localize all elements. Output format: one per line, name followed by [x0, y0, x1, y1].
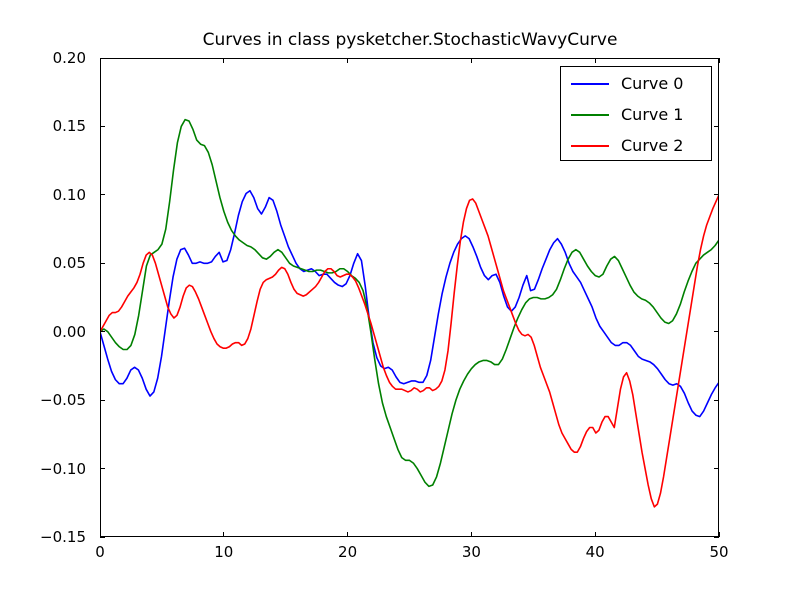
y-axis-tick-mark — [100, 57, 105, 59]
y-axis-tick-mark — [100, 331, 105, 333]
y-axis-tick-mark — [100, 262, 105, 264]
legend-color-swatch — [571, 144, 609, 147]
x-axis-tick-label: 40 — [585, 543, 605, 561]
x-axis-tick-label: 0 — [95, 543, 105, 561]
y-axis-tick-label: 0.20 — [52, 49, 86, 67]
y-axis-tick-mark — [714, 468, 719, 470]
legend-color-swatch — [571, 82, 609, 85]
x-axis-tick-mark — [594, 532, 596, 537]
x-axis-tick-mark — [99, 58, 101, 63]
y-axis-tick-mark — [714, 262, 719, 264]
x-axis-tick-labels: 0 10 20 30 40 50 — [95, 543, 728, 567]
chart-line-curve-2 — [100, 195, 719, 507]
y-axis-tick-label: −0.10 — [40, 459, 86, 478]
y-axis-tick-mark — [714, 194, 719, 196]
y-axis-tick-label: 0.15 — [52, 117, 86, 136]
y-axis-tick-mark — [714, 536, 719, 538]
legend-item: Curve 0 — [561, 68, 711, 99]
y-axis-tick-mark — [100, 125, 105, 127]
x-axis-tick-mark — [470, 58, 472, 63]
plot-lines — [100, 58, 719, 537]
y-axis-tick-mark — [100, 399, 105, 401]
legend-item-label: Curve 2 — [621, 136, 684, 155]
x-axis-tick-mark — [470, 532, 472, 537]
y-axis-tick-mark — [714, 331, 719, 333]
x-axis-tick-mark — [718, 58, 720, 63]
x-axis-tick-mark — [347, 58, 349, 63]
legend-color-swatch — [571, 113, 609, 116]
y-axis-tick-label: 0.10 — [52, 185, 86, 204]
x-axis-tick-mark — [594, 58, 596, 63]
legend-item-label: Curve 1 — [621, 105, 684, 124]
x-axis-tick-label: 50 — [709, 543, 729, 561]
y-axis-tick-mark — [714, 57, 719, 59]
legend-item-label: Curve 0 — [621, 74, 684, 93]
y-axis-tick-label: −0.15 — [40, 528, 86, 546]
chart-legend: Curve 0 Curve 1 Curve 2 — [560, 66, 712, 161]
x-axis-tick-label: 30 — [461, 543, 481, 561]
y-axis-tick-label: −0.05 — [40, 391, 86, 410]
y-axis-tick-mark — [100, 468, 105, 470]
y-axis-tick-mark — [714, 399, 719, 401]
legend-item: Curve 1 — [561, 99, 711, 130]
x-axis-tick-mark — [99, 532, 101, 537]
chart-line-curve-0 — [100, 191, 719, 417]
legend-item: Curve 2 — [561, 130, 711, 161]
y-axis-tick-labels: −0.15 −0.10 −0.05 0.00 0.05 0.10 0.15 0.20 — [28, 49, 92, 546]
y-axis-tick-mark — [100, 536, 105, 538]
y-axis-tick-mark — [100, 194, 105, 196]
x-axis-tick-label: 20 — [338, 543, 358, 561]
x-axis-tick-mark — [223, 58, 225, 63]
page-title: Curves in class pysketcher.StochasticWav… — [202, 30, 618, 50]
x-axis-tick-label: 10 — [214, 543, 234, 561]
y-axis-tick-label: 0.05 — [52, 254, 86, 273]
x-axis-tick-mark — [718, 532, 720, 537]
y-axis-tick-mark — [714, 125, 719, 127]
y-axis-tick-label: 0.00 — [52, 322, 86, 341]
chart-line-curve-1 — [100, 120, 719, 487]
x-axis-tick-mark — [347, 532, 349, 537]
x-axis-tick-mark — [223, 532, 225, 537]
